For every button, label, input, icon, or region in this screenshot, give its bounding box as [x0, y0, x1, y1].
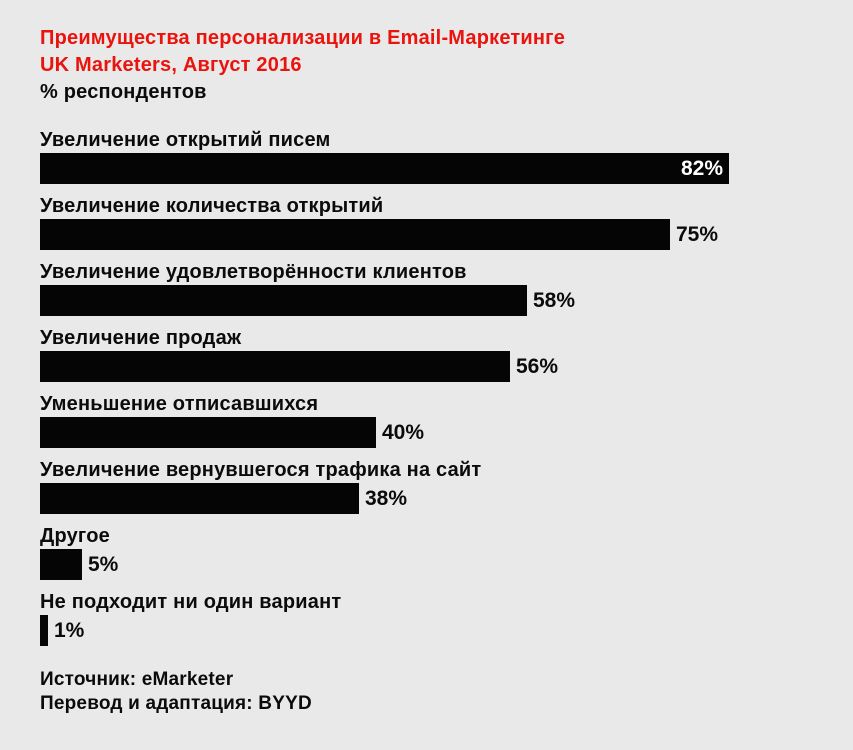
- bar-category-label: Уменьшение отписавшихся: [40, 393, 319, 415]
- bar-row: Увеличение удовлетворённости клиентов 58%: [40, 262, 853, 316]
- bar-value-label: 75%: [676, 223, 719, 246]
- bar-value-label: 38%: [365, 487, 408, 510]
- bar-value-label: 5%: [88, 553, 119, 576]
- bar-track: 56%: [40, 351, 853, 382]
- bar-value-label: 1%: [54, 619, 85, 642]
- bar-row: Увеличение количества открытий 75%: [40, 196, 853, 250]
- bar-track: 40%: [40, 417, 853, 448]
- chart-title: Преимущества персонализации в Email-Марк…: [40, 27, 566, 49]
- chart-subtitle-date: UK Marketers, Август 2016: [40, 54, 302, 76]
- bar: [40, 483, 359, 514]
- bar-category-label: Увеличение продаж: [40, 327, 242, 349]
- bar-value-label: 82%: [680, 157, 723, 180]
- bar-category-label: Увеличение удовлетворённости клиентов: [40, 261, 467, 283]
- bar-row: Другое 5%: [40, 526, 853, 580]
- bar: [40, 285, 527, 316]
- bar-track: 38%: [40, 483, 853, 514]
- bar-chart: Увеличение открытий писем 82% Увеличение к…: [40, 130, 853, 646]
- bar-category-label: Увеличение количества открытий: [40, 195, 384, 217]
- translation-line: Перевод и адаптация: BYYD: [40, 693, 312, 714]
- bar-row: Увеличение продаж 56%: [40, 328, 853, 382]
- bar-category-label: Не подходит ни один вариант: [40, 591, 342, 613]
- source-line: Источник: eMarketer: [40, 669, 234, 690]
- bar-category-label: Увеличение открытий писем: [40, 129, 331, 151]
- chart-unit-label: % респондентов: [40, 81, 207, 103]
- bar-row: Не подходит ни один вариант 1%: [40, 592, 853, 646]
- bar-track: 58%: [40, 285, 853, 316]
- bar-value-label: 40%: [382, 421, 425, 444]
- bar: [40, 615, 48, 646]
- bar-track: 1%: [40, 615, 853, 646]
- bar-track: 82%: [40, 153, 853, 184]
- bar-value-label: 58%: [533, 289, 576, 312]
- chart-header: Преимущества персонализации в Email-Марк…: [40, 25, 853, 106]
- bar-value-label: 56%: [516, 355, 559, 378]
- bar-category-label: Увеличение вернувшегося трафика на сайт: [40, 459, 482, 481]
- chart-footer: Источник: eMarketer Перевод и адаптация:…: [40, 668, 853, 716]
- bar-track: 75%: [40, 219, 853, 250]
- bar: [40, 549, 82, 580]
- bar-row: Уменьшение отписавшихся 40%: [40, 394, 853, 448]
- bar: 82%: [40, 153, 729, 184]
- bar-row: Увеличение вернувшегося трафика на сайт 3…: [40, 460, 853, 514]
- bar: [40, 417, 376, 448]
- bar-category-label: Другое: [40, 525, 110, 547]
- bar-row: Увеличение открытий писем 82%: [40, 130, 853, 184]
- bar: [40, 219, 670, 250]
- bar-track: 5%: [40, 549, 853, 580]
- bar: [40, 351, 510, 382]
